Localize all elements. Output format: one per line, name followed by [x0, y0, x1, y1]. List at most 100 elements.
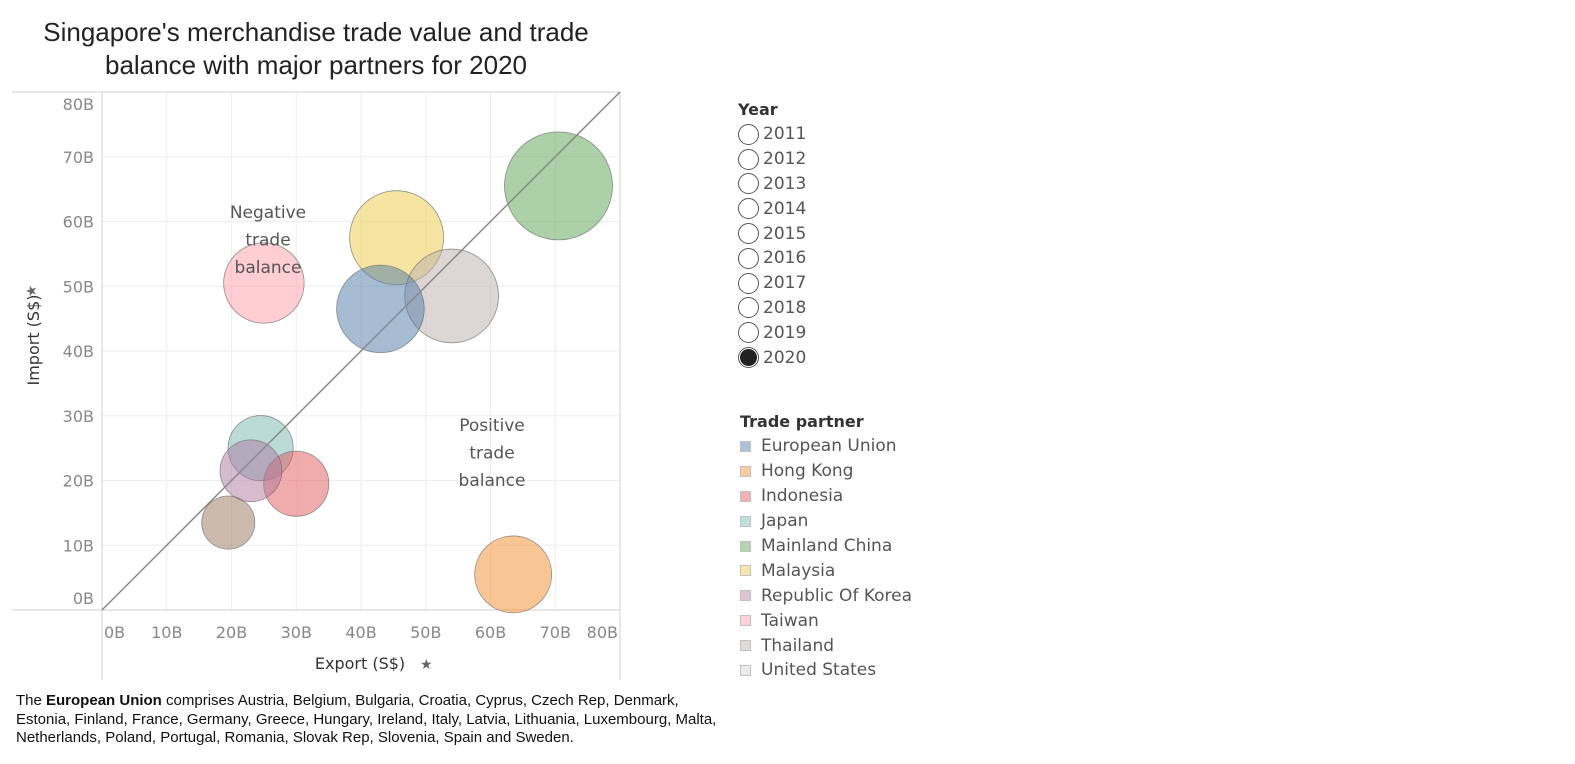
year-option-label: 2013 [763, 173, 807, 194]
legend-swatch [740, 615, 751, 627]
year-option[interactable]: 2020 [738, 345, 806, 370]
year-option-label: 2015 [763, 223, 807, 244]
legend-swatch [740, 565, 751, 577]
chart-title: Singapore's merchandise trade value and … [43, 17, 589, 80]
y-tick-label: 0B [73, 589, 94, 608]
legend-swatch [740, 465, 751, 477]
bubble-hong-kong: Hong Kong [474, 535, 553, 614]
positive-trade-balance-label: trade [469, 444, 514, 464]
year-option-label: 2011 [763, 124, 807, 145]
legend-swatch [740, 640, 751, 652]
y-tick-label: 10B [63, 536, 94, 555]
year-option[interactable]: 2018 [738, 296, 806, 321]
footnote-rest: comprises Austria, Belgium, Bulgaria, Cr… [16, 692, 717, 746]
legend-item-label: United States [761, 660, 877, 681]
bubble-european-union: European Union [336, 264, 425, 354]
legend-item-label: Taiwan [761, 610, 819, 631]
x-tick-label: 20B [216, 623, 247, 642]
y-tick-label: 30B [63, 407, 94, 426]
legend-item[interactable]: Hong Kong [740, 459, 912, 484]
y-tick-label: 40B [63, 342, 94, 361]
legend-item-label: European Union [761, 436, 897, 457]
reference-line [101, 91, 621, 611]
legend-item-label: Japan [761, 511, 809, 532]
negative-trade-balance-label: balance [235, 258, 302, 278]
radio-button-icon[interactable] [738, 272, 759, 294]
legend-item-label: Thailand [761, 635, 835, 656]
legend-item-label: Republic Of Korea [761, 585, 913, 606]
legend-item[interactable]: Japan [740, 509, 912, 534]
bubble-united-states: United States [201, 495, 256, 550]
year-filter-title: Year [738, 100, 778, 119]
legend-item[interactable]: Indonesia [740, 484, 912, 509]
year-option[interactable]: 2014 [738, 196, 806, 221]
year-option-label: 2018 [763, 297, 807, 318]
year-option-label: 2017 [763, 273, 807, 294]
radio-button-icon[interactable] [738, 223, 759, 245]
bubble-republic-of-korea: Republic Of Korea [219, 439, 283, 503]
legend-item[interactable]: Republic Of Korea [740, 583, 912, 608]
year-option[interactable]: 2016 [738, 246, 806, 271]
y-tick-label: 70B [63, 148, 94, 167]
legend-item[interactable]: Malaysia [740, 558, 912, 583]
legend-swatch [740, 515, 751, 527]
legend-item[interactable]: Taiwan [740, 608, 912, 633]
bubble-mainland-china: Mainland China [504, 131, 613, 241]
trade-partner-legend: Trade partner European Union Hong Kong Ind… [740, 412, 912, 683]
x-pin-icon: ★ [420, 657, 433, 673]
year-option[interactable]: 2011 [738, 122, 806, 147]
legend-item-label: Mainland China [761, 536, 893, 556]
radio-button-icon[interactable] [738, 247, 759, 269]
legend-swatch [740, 590, 751, 602]
y-tick-label: 60B [63, 213, 94, 232]
bubble-taiwan: Taiwan [223, 242, 305, 324]
y-pin-icon: ★ [24, 285, 40, 298]
negative-trade-balance-label: Negative [230, 203, 306, 223]
year-option-label: 2019 [763, 322, 807, 343]
y-tick-label: 50B [63, 277, 94, 296]
y-tick-label: 80B [63, 95, 94, 114]
radio-button-icon[interactable] [738, 297, 759, 319]
year-option-label: 2014 [763, 198, 807, 219]
legend-item-label: Indonesia [761, 486, 844, 507]
legend-swatch [740, 490, 751, 502]
y-tick-label: 20B [63, 472, 94, 491]
x-tick-label: 80B [587, 623, 618, 642]
radio-button-icon[interactable] [738, 198, 759, 220]
x-tick-label: 60B [475, 623, 506, 642]
radio-button-icon[interactable] [738, 148, 759, 170]
year-option[interactable]: 2019 [738, 320, 806, 345]
year-option-label: 2012 [763, 149, 807, 170]
year-filter: Year 2011 2012 2013 2014 2015 2016 2017 2018 201… [738, 100, 806, 370]
y-axis-title: Import (S$) [24, 294, 43, 385]
scatter-plot: 0B 10B 20B 30B 40B 50B 60B 70B 80B 0B 10B 20B 30B 40B… [12, 91, 621, 680]
year-option-label: 2016 [763, 248, 807, 269]
x-axis-title: Export (S$) [315, 654, 405, 673]
radio-button-icon[interactable] [738, 322, 759, 344]
radio-dot-icon [740, 349, 757, 367]
year-option[interactable]: 2015 [738, 221, 806, 246]
radio-button-icon[interactable] [738, 347, 759, 369]
x-tick-label: 30B [281, 623, 312, 642]
legend-item[interactable]: United States [740, 658, 912, 683]
trade-partner-legend-title: Trade partner [740, 412, 864, 431]
legend-item[interactable]: European Union [740, 434, 912, 459]
x-tick-label: 10B [151, 623, 182, 642]
positive-trade-balance-label: Positive [459, 416, 525, 436]
footnote-bold: European Union [46, 692, 162, 709]
legend-item[interactable]: Mainland China [740, 534, 912, 559]
year-option[interactable]: 2017 [738, 271, 806, 296]
footnote-prefix: The [16, 692, 47, 709]
legend-item[interactable]: Thailand [740, 633, 912, 658]
legend-swatch [740, 540, 751, 552]
year-option[interactable]: 2012 [738, 147, 806, 172]
legend-item-label: Hong Kong [761, 461, 854, 482]
year-option[interactable]: 2013 [738, 172, 806, 197]
x-tick-label: 50B [410, 623, 441, 642]
x-tick-label: 40B [345, 623, 376, 642]
year-option-label: 2020 [763, 347, 807, 368]
negative-trade-balance-label: trade [245, 231, 290, 251]
radio-button-icon[interactable] [738, 173, 759, 195]
radio-button-icon[interactable] [738, 123, 759, 145]
legend-swatch [740, 440, 751, 452]
